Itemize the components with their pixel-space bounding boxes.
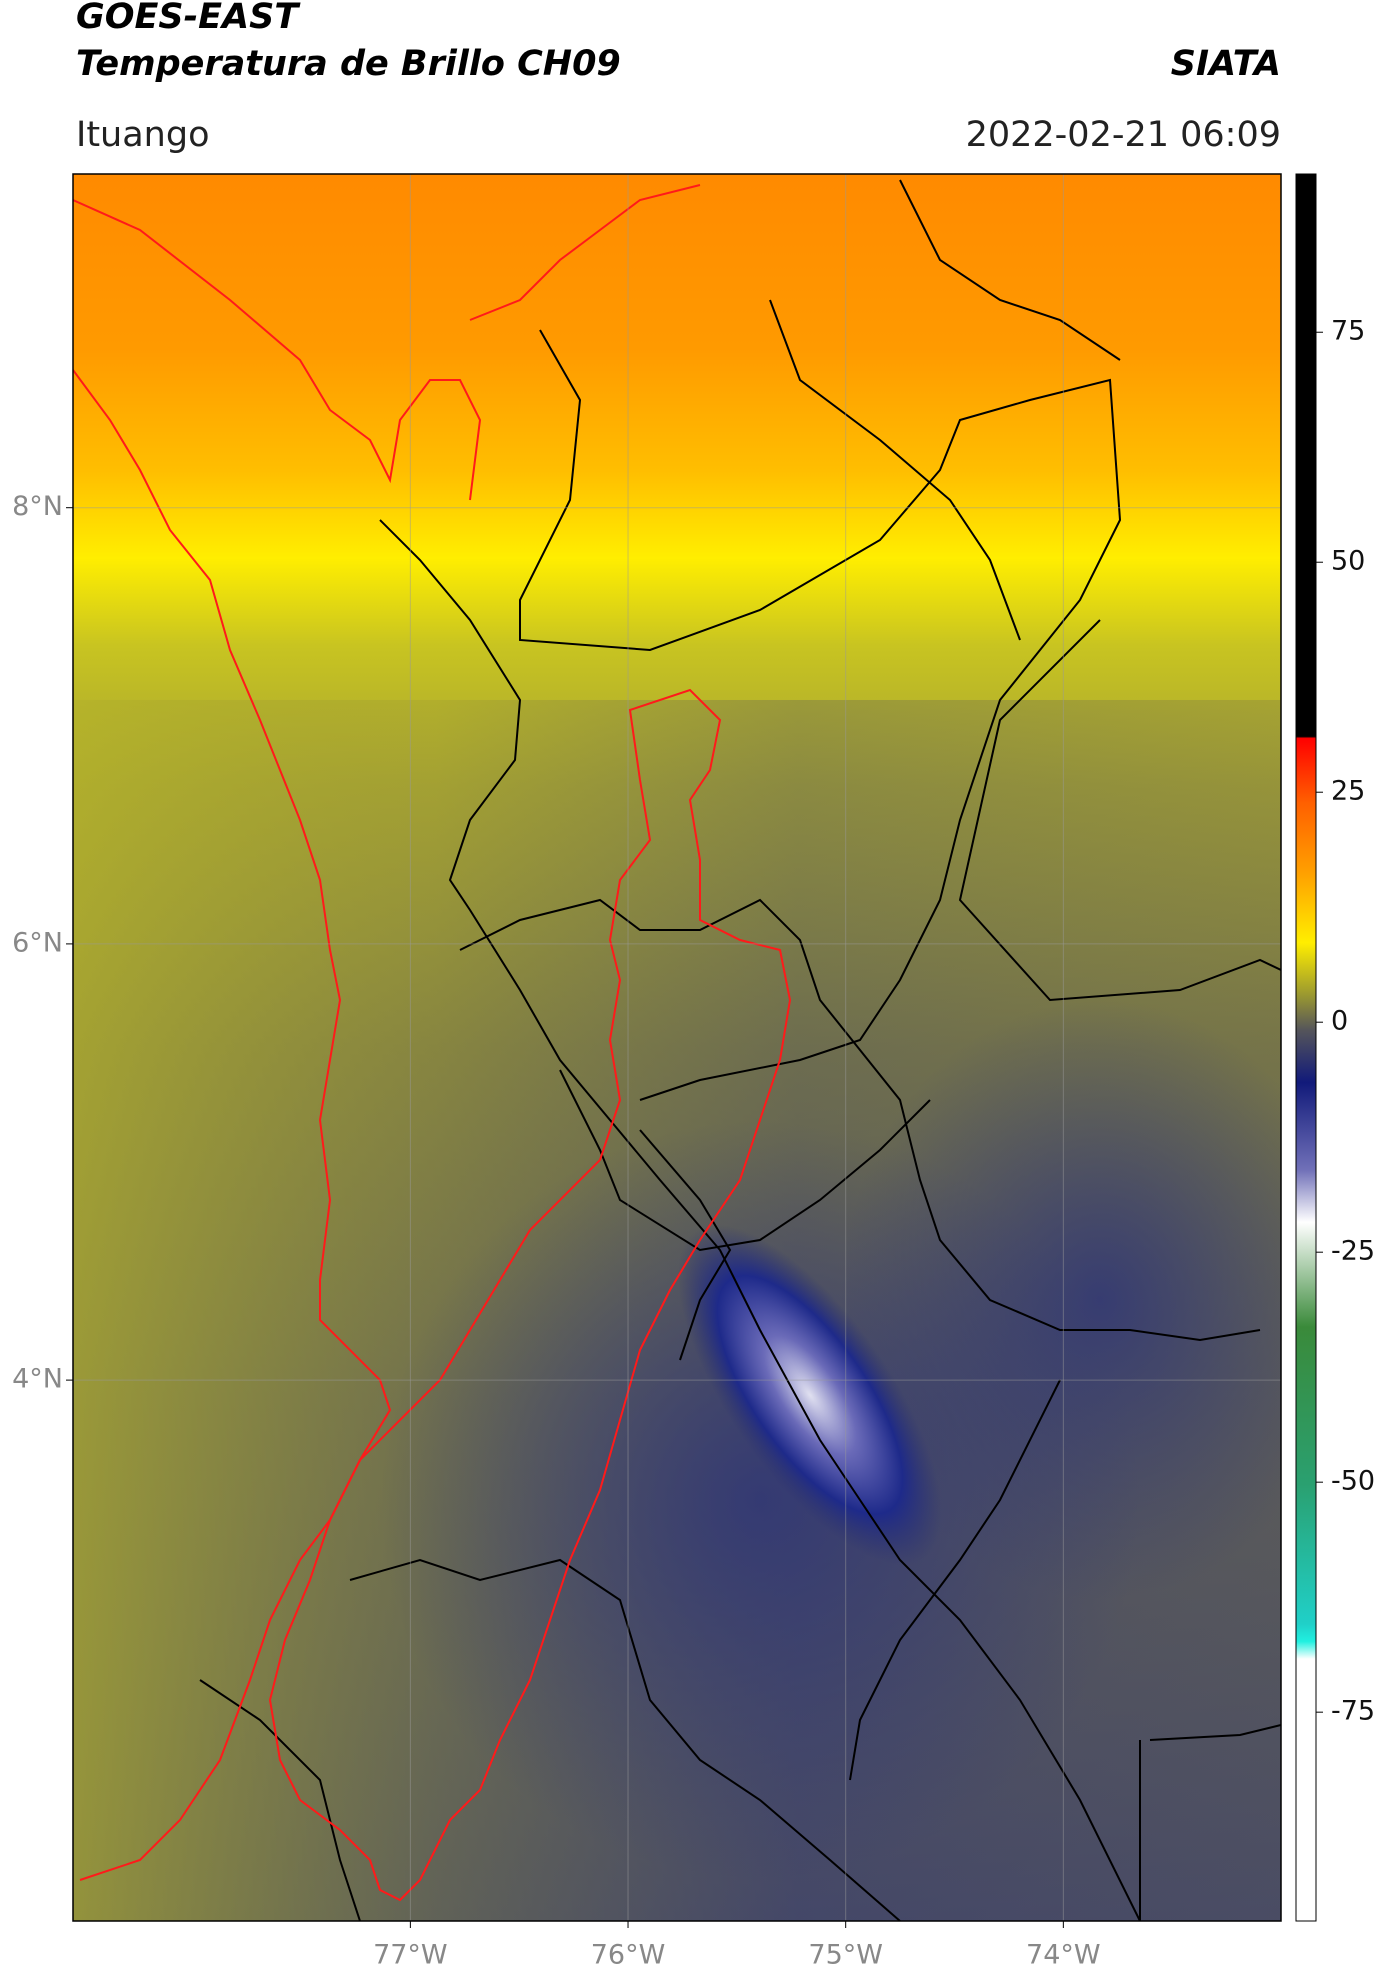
convective-cell xyxy=(677,1224,943,1566)
y-tick-label: 4°N xyxy=(12,1364,63,1395)
colorbar-tick-label: 25 xyxy=(1331,776,1365,807)
subtitle: Temperatura de Brillo CH09 xyxy=(76,44,621,84)
datetime: 2022-02-21 06:09 xyxy=(966,115,1281,155)
cold-region xyxy=(840,1000,1281,1600)
region: Ituango xyxy=(76,115,210,155)
map-frame xyxy=(72,173,1282,1922)
title: GOES-EAST xyxy=(76,0,301,37)
colorbar-tick-label: -75 xyxy=(1331,1696,1375,1727)
y-tick-label: 8°N xyxy=(12,491,63,522)
map-field xyxy=(73,174,1281,1921)
colorbar xyxy=(1295,173,1317,1922)
x-tick-label: 77°W xyxy=(373,1940,448,1971)
colorbar-tick-label: 0 xyxy=(1331,1006,1348,1037)
x-tick-label: 75°W xyxy=(808,1940,883,1971)
borders xyxy=(199,179,1281,1921)
source: SIATA xyxy=(1171,44,1281,84)
colorbar-tick-label: -25 xyxy=(1331,1236,1375,1267)
colorbar-tick-label: 75 xyxy=(1331,316,1365,347)
x-tick-label: 76°W xyxy=(591,1940,666,1971)
colorbar-tick-label: 50 xyxy=(1331,546,1365,577)
colorbar-tick-label: -50 xyxy=(1331,1466,1375,1497)
y-tick-label: 6°N xyxy=(12,927,63,958)
x-tick-label: 74°W xyxy=(1026,1940,1101,1971)
